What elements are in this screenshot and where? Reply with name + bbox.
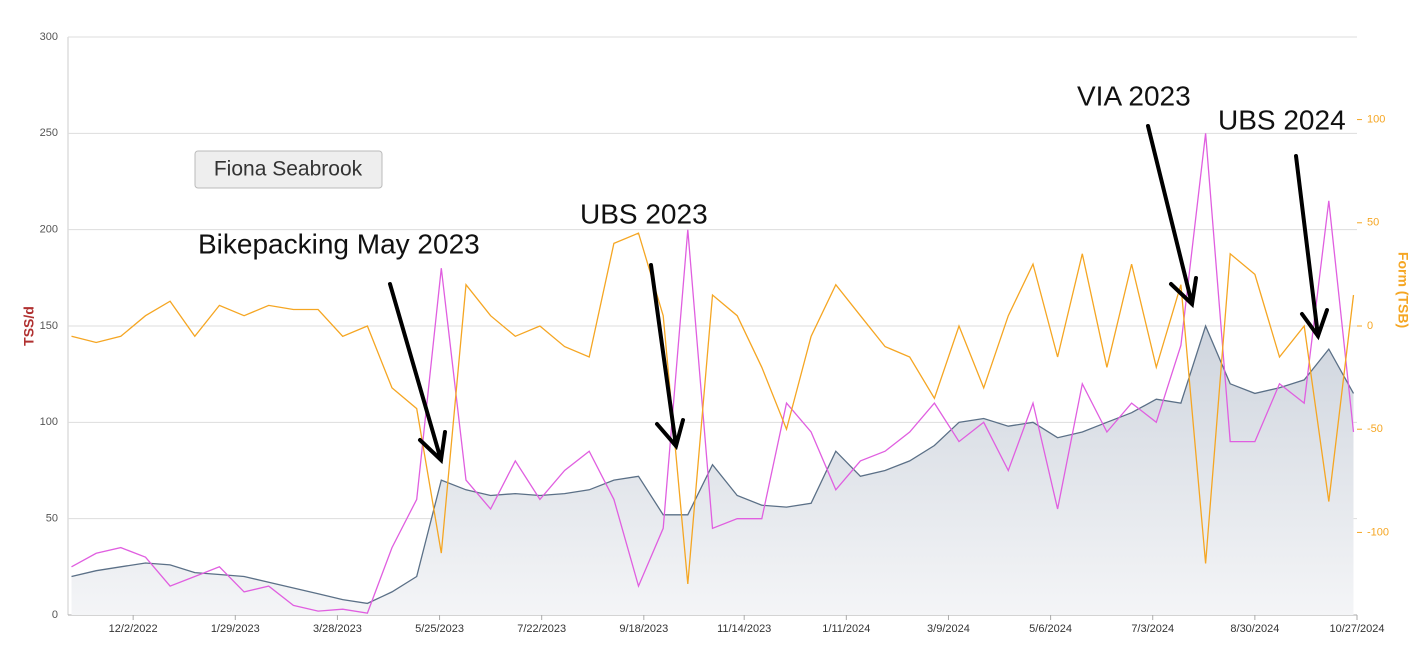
y-axis-label: TSS/d — [21, 306, 37, 346]
x-tick-label: 1/29/2023 — [211, 623, 260, 635]
series-line — [71, 324, 1355, 605]
series-line — [71, 133, 1355, 614]
x-tick-label: 5/6/2024 — [1029, 623, 1072, 635]
x-tick-label: 1/11/2024 — [822, 623, 870, 635]
x-tick-label: 12/2/2022 — [109, 623, 158, 635]
annotation: UBS 2024 — [1218, 104, 1346, 135]
y-tick-label: 50 — [46, 513, 58, 525]
y2-tick-label: 100 — [1367, 113, 1385, 125]
y-tick-label: 200 — [40, 224, 58, 236]
arrows — [388, 124, 1329, 465]
area — [71, 326, 1354, 615]
y2-tick-label: 0 — [1367, 320, 1373, 332]
annotation: VIA 2023 — [1077, 80, 1191, 111]
x-tick-label: 5/25/2023 — [415, 623, 464, 635]
x-tick-label: 3/28/2023 — [313, 623, 362, 635]
y2-tick-label: -50 — [1367, 423, 1383, 435]
y2-tick-label: 50 — [1367, 217, 1379, 229]
y-tick-label: 250 — [40, 127, 58, 139]
y2-tick-label: -100 — [1367, 526, 1389, 538]
x-tick-label: 8/30/2024 — [1230, 623, 1279, 635]
x-tick-label: 7/22/2023 — [517, 623, 566, 635]
x-tick-label: 11/14/2023 — [717, 623, 771, 635]
x-tick-label: 10/27/2024 — [1329, 623, 1384, 635]
annotation: Bikepacking May 2023 — [198, 228, 480, 259]
y-tick-label: 150 — [40, 320, 58, 332]
y-tick-label: 300 — [40, 31, 58, 43]
x-tick-label: 9/18/2023 — [619, 623, 668, 635]
plot-area: 0 50 100 150 200 250 300 -100 -50 0 50 100 12/2/2022… — [40, 31, 1389, 635]
y-tick-label: 0 — [52, 609, 58, 621]
athlete-label[interactable]: Fiona Seabrook — [214, 158, 363, 181]
x-tick-label: 3/9/2024 — [927, 623, 970, 635]
x-tick-label: 7/3/2024 — [1131, 623, 1174, 635]
athlete-box[interactable] — [194, 150, 383, 189]
y-tick-label: 100 — [40, 416, 58, 428]
series-line — [71, 232, 1355, 585]
annotation: UBS 2023 — [580, 198, 708, 229]
y2-axis-label: Form (TSB) — [1395, 252, 1411, 328]
